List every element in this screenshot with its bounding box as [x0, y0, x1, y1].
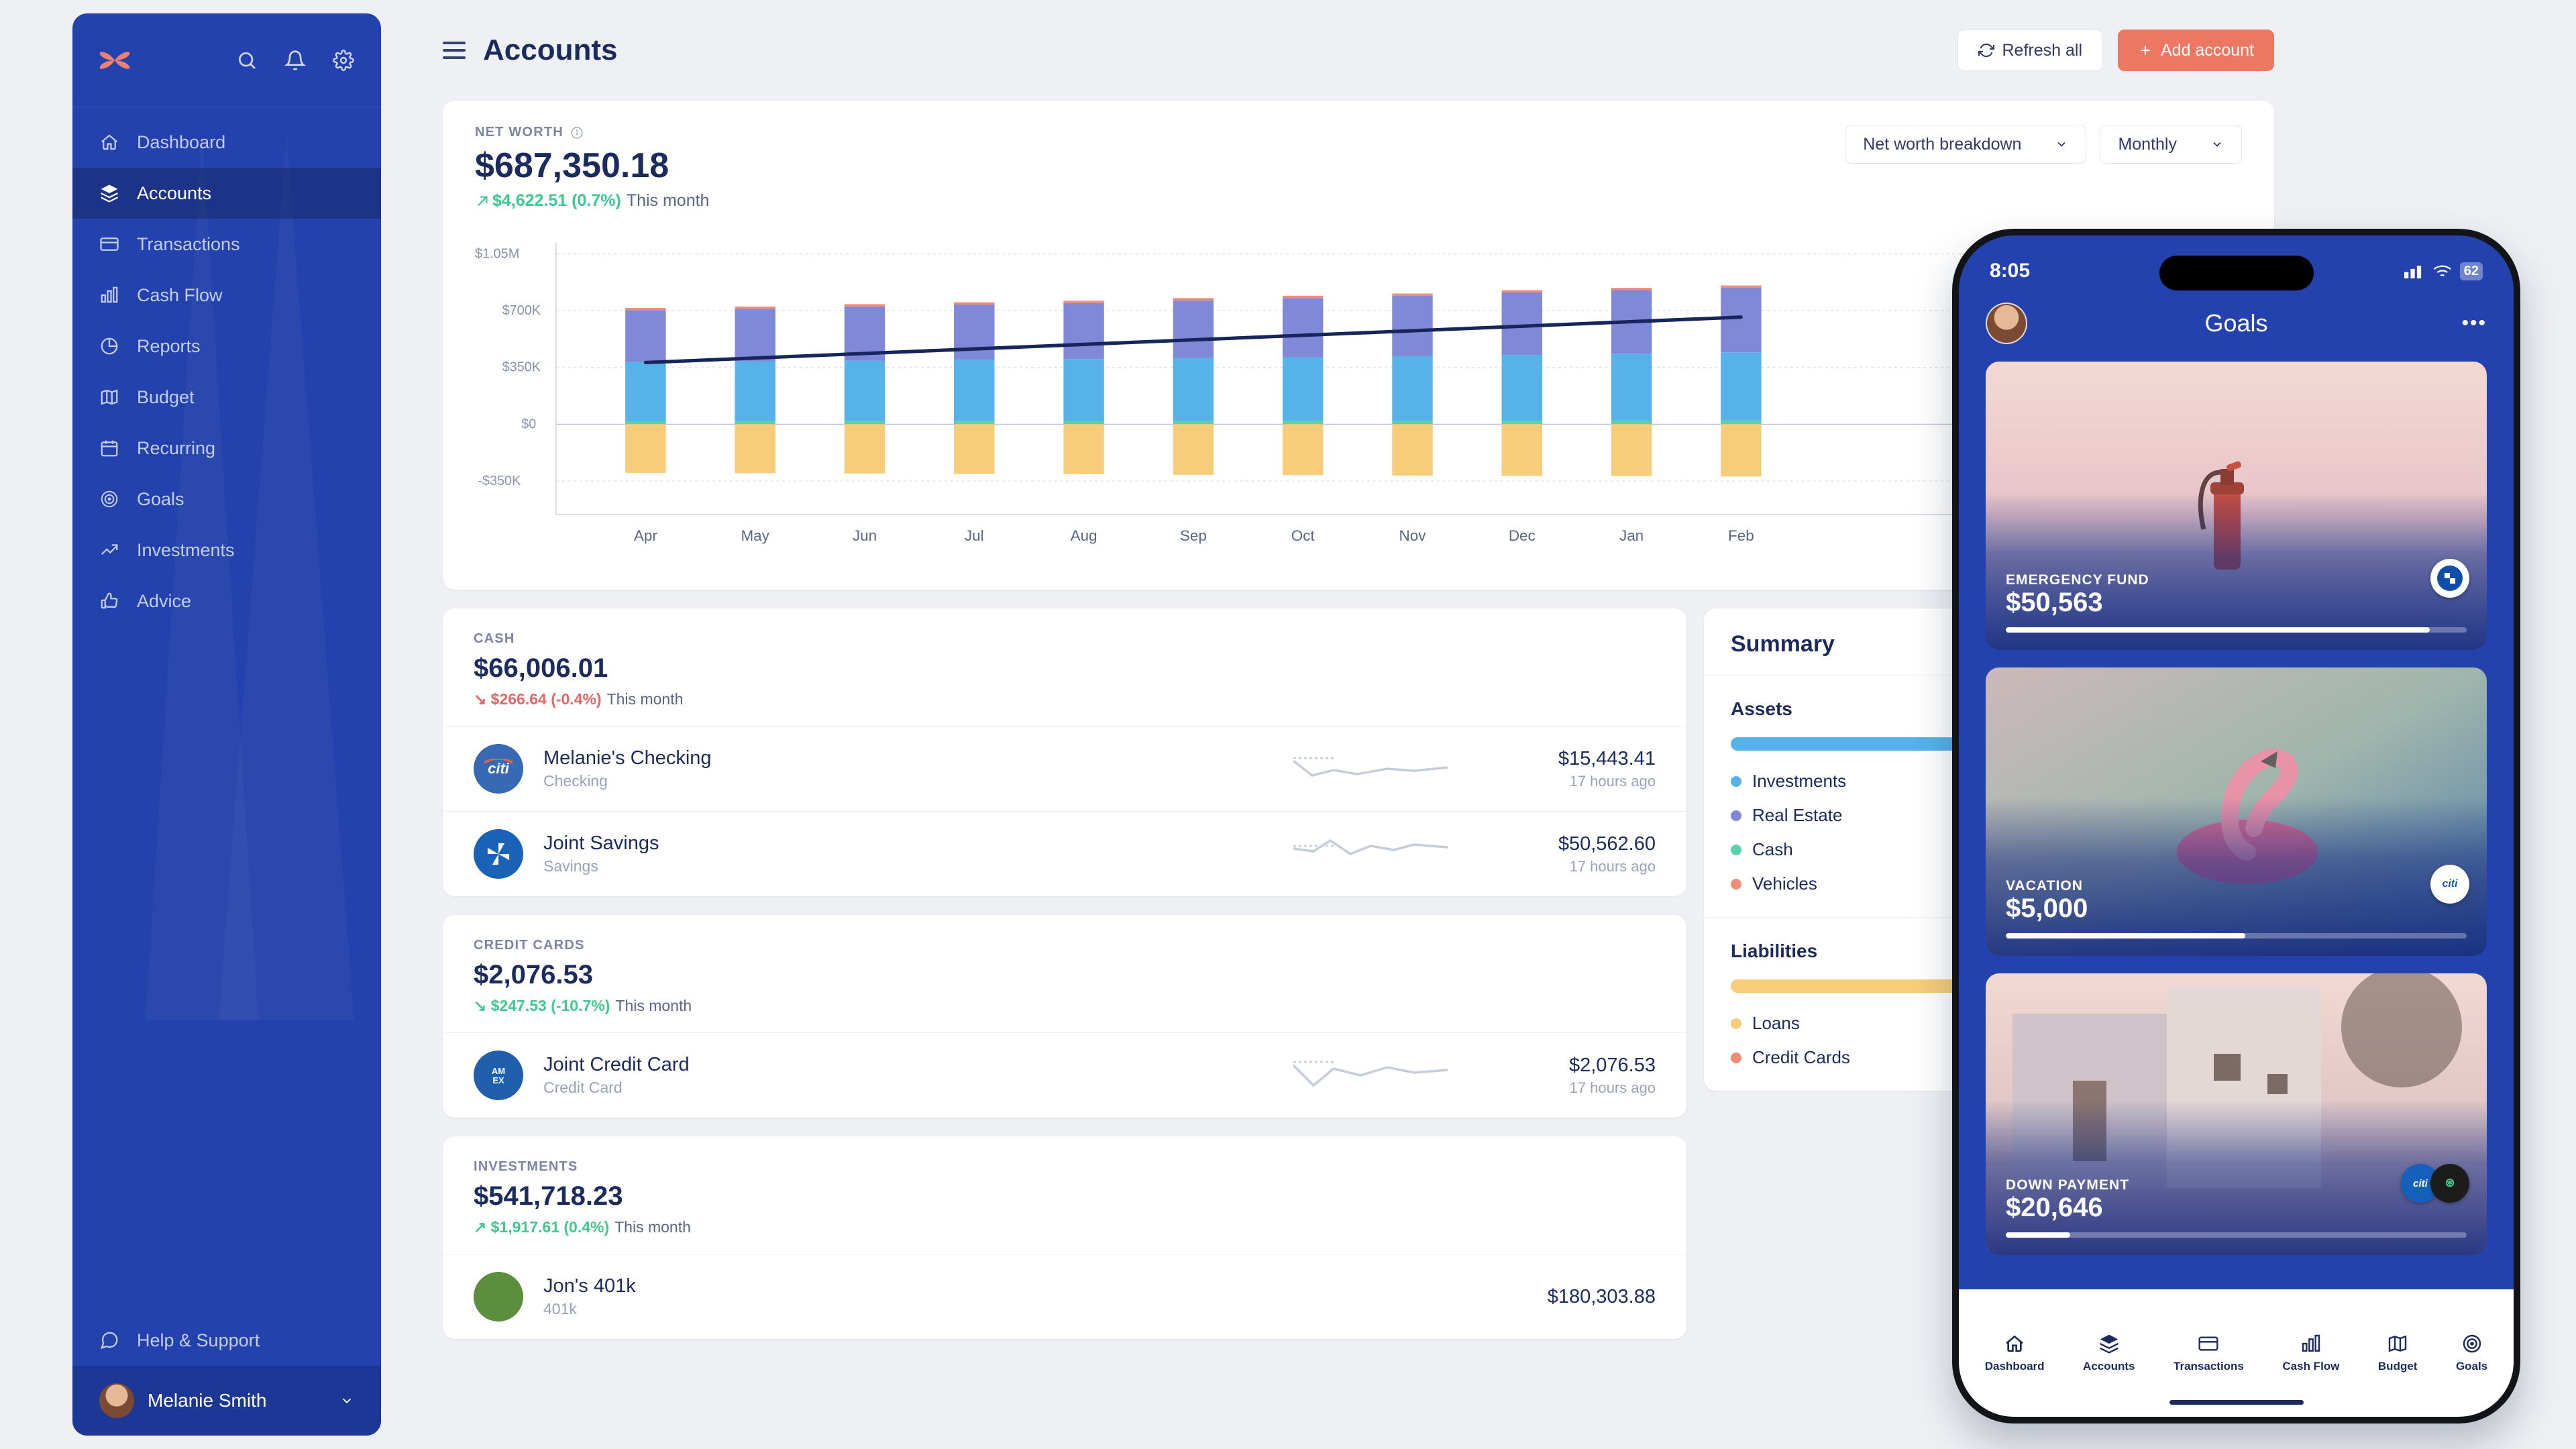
svg-text:citi: citi	[488, 760, 510, 777]
svg-text:Nov: Nov	[1399, 527, 1427, 544]
svg-text:-$350K: -$350K	[478, 474, 521, 488]
svg-text:Jul: Jul	[965, 527, 984, 544]
svg-text:$350K: $350K	[502, 360, 541, 375]
svg-text:Sep: Sep	[1180, 527, 1207, 544]
svg-text:Jun: Jun	[853, 527, 877, 544]
svg-text:Jan: Jan	[1619, 527, 1644, 544]
svg-text:$700K: $700K	[502, 303, 541, 318]
svg-text:AM: AM	[492, 1066, 505, 1076]
svg-text:Dec: Dec	[1509, 527, 1536, 544]
svg-text:May: May	[741, 527, 769, 544]
svg-text:Apr: Apr	[634, 527, 657, 544]
svg-text:Aug: Aug	[1071, 527, 1097, 544]
svg-text:$0: $0	[521, 417, 536, 431]
svg-text:EX: EX	[492, 1075, 504, 1085]
svg-text:$1.05M: $1.05M	[475, 246, 519, 261]
svg-text:Feb: Feb	[1728, 527, 1754, 544]
svg-text:Oct: Oct	[1291, 527, 1316, 544]
